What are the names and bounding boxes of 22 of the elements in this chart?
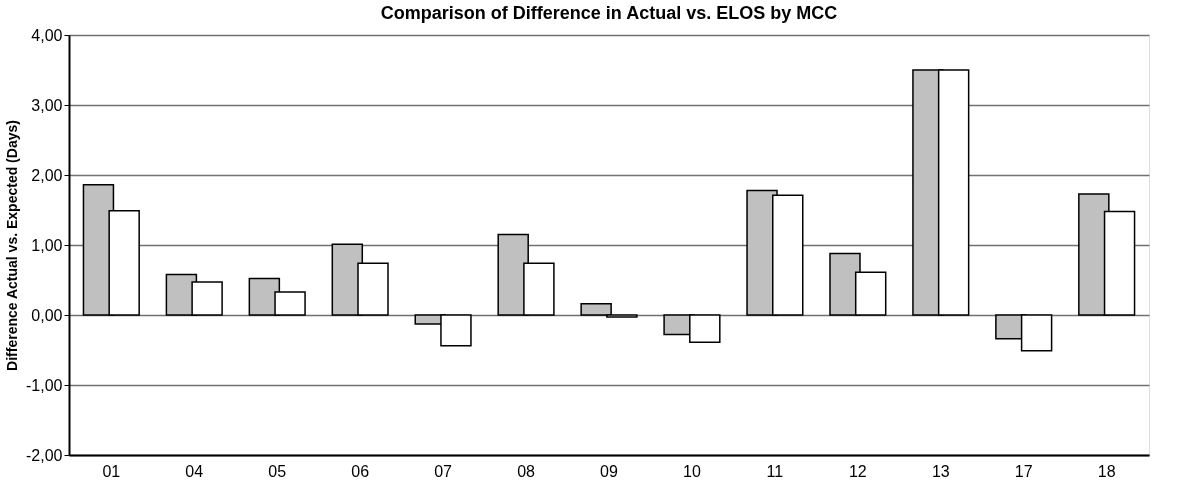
x-tick-label: 18 (1097, 462, 1116, 480)
x-tick-label: 06 (351, 462, 370, 480)
y-tick-label: -2,00 (26, 446, 63, 464)
y-tick-label: 1,00 (31, 236, 63, 254)
y-tick-label: -1,00 (26, 376, 63, 394)
x-tick-label: 09 (600, 462, 618, 480)
x-tick-label: 17 (1014, 462, 1033, 480)
x-tick-label: 05 (268, 462, 287, 480)
x-tick-label: 08 (517, 462, 536, 480)
chart-title: Comparison of Difference in Actual vs. ELOS by MCC (380, 3, 838, 23)
x-tick-label: 10 (683, 462, 701, 480)
y-tick-label: 4,00 (31, 26, 63, 44)
y-axis-title: Difference Actual vs. Expected (Days) (4, 120, 21, 371)
x-tick-label: 11 (766, 462, 784, 480)
x-tick-label: 07 (434, 462, 453, 480)
x-tick-label: 01 (102, 462, 121, 480)
y-tick-label: 2,00 (31, 166, 63, 184)
y-tick-label: 3,00 (31, 96, 63, 114)
y-tick-label: 0,00 (31, 306, 63, 324)
x-tick-label: 12 (848, 462, 867, 480)
x-tick-label: 13 (931, 462, 950, 480)
x-tick-label: 04 (185, 462, 204, 480)
